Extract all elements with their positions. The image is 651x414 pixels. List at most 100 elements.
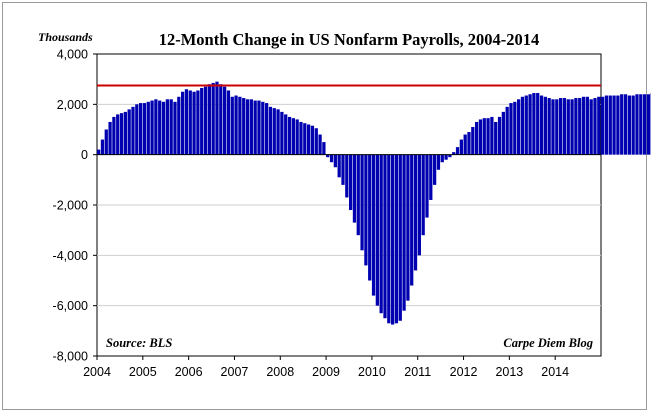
bar	[291, 118, 295, 155]
y-tick-label: 4,000	[57, 48, 88, 62]
bar	[303, 123, 307, 155]
bar	[455, 147, 460, 155]
bar	[536, 93, 540, 155]
bar	[524, 95, 528, 155]
bar	[482, 118, 486, 155]
bar	[501, 111, 505, 155]
credit-note: Carpe Diem Blog	[503, 336, 593, 350]
bar	[181, 91, 185, 155]
bar	[219, 84, 223, 155]
source-note: Source: BLS	[106, 336, 172, 350]
bar	[391, 154, 395, 325]
bar	[287, 116, 292, 155]
bar	[578, 98, 582, 155]
bar	[375, 154, 379, 306]
bar	[184, 89, 189, 155]
bar	[433, 154, 437, 185]
y-tick-label: -6,000	[53, 299, 88, 313]
bar	[383, 154, 387, 319]
bar	[394, 154, 399, 324]
bar	[234, 95, 238, 155]
bar	[539, 95, 544, 155]
bar	[608, 95, 612, 155]
bar	[364, 154, 368, 266]
bar	[356, 154, 360, 236]
bar	[119, 113, 124, 155]
bar	[494, 121, 498, 155]
bar	[616, 95, 620, 155]
bar	[272, 108, 276, 155]
bar	[463, 134, 467, 155]
y-tick-label: -4,000	[53, 249, 88, 263]
x-tick-label: 2004	[83, 365, 111, 379]
bar	[215, 81, 219, 155]
bar	[532, 93, 536, 155]
bar	[379, 154, 383, 314]
bar	[368, 154, 372, 281]
bar	[127, 109, 131, 155]
x-tick-label: 2014	[541, 365, 569, 379]
bar	[326, 154, 330, 158]
bar	[631, 95, 635, 155]
bar	[261, 101, 265, 155]
bar	[310, 125, 315, 155]
bar	[398, 154, 402, 321]
y-tick-label: 2,000	[57, 98, 88, 112]
bar	[280, 111, 284, 155]
bar	[139, 103, 143, 155]
bar	[601, 96, 605, 155]
bar	[421, 154, 425, 236]
bar	[108, 121, 112, 155]
bar	[333, 154, 337, 168]
bar	[402, 154, 406, 311]
bar	[410, 154, 414, 286]
bar	[230, 96, 234, 155]
x-tick-label: 2009	[312, 365, 340, 379]
x-tick-label: 2008	[266, 365, 294, 379]
bar	[643, 94, 647, 155]
x-tick-label: 2013	[495, 365, 523, 379]
bar	[253, 100, 257, 155]
bar	[196, 90, 200, 155]
bar	[131, 106, 135, 155]
bar	[448, 154, 452, 158]
bar	[646, 94, 651, 155]
bar	[620, 94, 624, 155]
bar	[158, 100, 162, 155]
bar	[490, 116, 494, 155]
bar	[161, 101, 166, 155]
bar	[559, 98, 563, 155]
bar	[349, 154, 353, 211]
bar	[505, 106, 509, 155]
bar-series	[97, 81, 651, 325]
x-tick-label: 2010	[358, 365, 386, 379]
bar	[528, 94, 532, 155]
bar	[639, 94, 643, 155]
bar	[299, 121, 303, 155]
bar	[459, 139, 463, 155]
bar	[142, 103, 147, 155]
bar	[406, 154, 410, 301]
bar	[570, 99, 574, 155]
chart-title: 12-Month Change in US Nonfarm Payrolls, …	[159, 30, 540, 49]
bar	[413, 154, 418, 271]
bar	[211, 82, 215, 155]
bar	[566, 99, 570, 155]
bar	[444, 154, 448, 160]
bar	[242, 98, 246, 155]
bar	[97, 149, 101, 155]
bar	[585, 96, 589, 155]
bar	[436, 154, 441, 170]
y-tick-label: 0	[81, 148, 88, 162]
y-axis-ticks: 4,000 2,000 0 -2,000 -4,000 -6,000 -8,000	[53, 48, 97, 364]
bar	[257, 100, 261, 155]
x-tick-label: 2005	[129, 365, 157, 379]
bar	[207, 84, 211, 155]
bar	[543, 96, 547, 155]
bar	[223, 86, 227, 155]
bar	[307, 124, 311, 155]
x-tick-label: 2012	[450, 365, 478, 379]
bar	[112, 116, 116, 155]
bar	[555, 99, 559, 155]
bar	[100, 139, 105, 155]
